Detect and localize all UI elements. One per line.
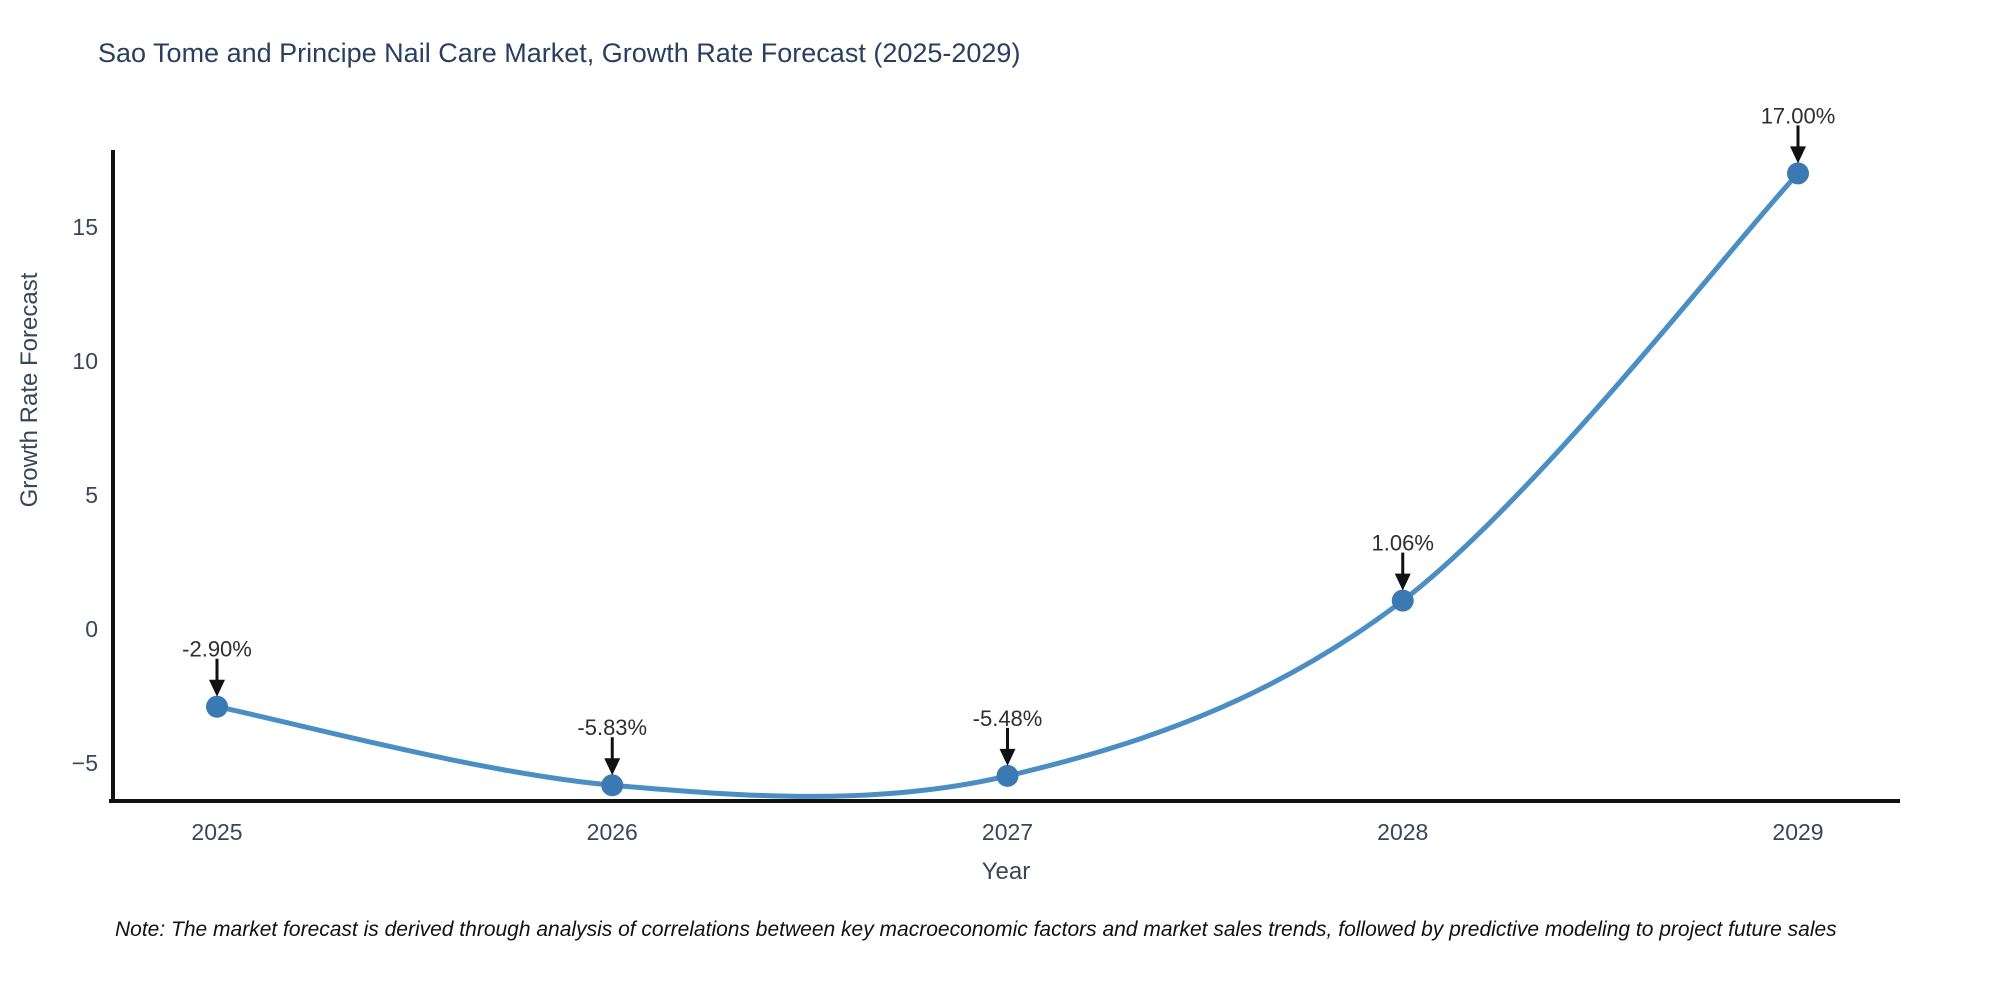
y-tick-label: 15 [72,214,98,240]
x-tick-label: 2028 [1377,819,1428,845]
chart-title: Sao Tome and Principe Nail Care Market, … [98,38,1021,68]
annotation-label: 17.00% [1761,103,1836,128]
data-point-marker [1391,589,1414,612]
x-axis-title: Year [981,858,1031,885]
x-tick-label: 2029 [1772,819,1823,845]
annotation-arrow-head [999,748,1016,766]
annotation-arrow-head [1394,573,1411,591]
trend-line [214,170,1801,799]
annotation-arrow-head [209,679,225,697]
x-tick-label: 2027 [982,819,1033,845]
annotation-arrow-head [1790,146,1806,164]
data-point-marker [206,695,228,718]
data-point-marker [996,764,1019,787]
y-tick-label: −5 [72,750,98,776]
annotation-label: -5.83% [577,715,647,740]
data-point-marker [1787,162,1809,185]
annotation-arrow-head [604,758,621,776]
annotation-label: 1.06% [1372,531,1434,556]
x-tick-label: 2026 [587,819,638,845]
data-point-marker [601,774,624,797]
annotation-label: -5.48% [973,706,1043,731]
footnote: Note: The market forecast is derived thr… [115,918,1837,941]
y-tick-label: 5 [85,482,98,508]
x-tick-label: 2025 [191,819,242,845]
y-tick-label: 0 [85,616,98,642]
annotation-label: -2.90% [182,637,252,662]
y-tick-label: 10 [72,348,98,374]
